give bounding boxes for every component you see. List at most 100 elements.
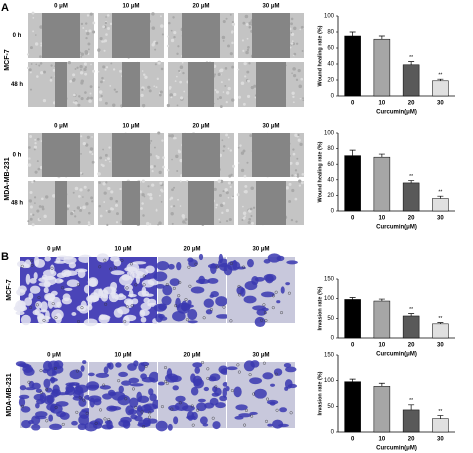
- cell-texture: [74, 215, 77, 218]
- cell-texture: [104, 153, 108, 157]
- cell-texture: [36, 209, 40, 213]
- cell-texture: [169, 198, 172, 201]
- cell-texture: [291, 40, 294, 43]
- cell-texture: [89, 85, 93, 89]
- stained-cell: [222, 382, 229, 387]
- cell-texture: [170, 96, 173, 99]
- stained-cell: [261, 291, 275, 298]
- stained-cell: [283, 362, 292, 368]
- stained-cell: [232, 259, 238, 270]
- stained-cell: [89, 397, 95, 408]
- scratch-gap: [55, 62, 67, 107]
- cell-texture: [221, 139, 224, 142]
- error-bar: [408, 313, 415, 316]
- scratch-gap: [112, 133, 150, 177]
- x-tick-label: 10: [379, 216, 386, 222]
- cell-texture: [115, 212, 119, 216]
- pore: [289, 411, 293, 415]
- scratch-gap: [188, 181, 214, 225]
- stained-cell: [29, 278, 37, 284]
- error-bar: [408, 61, 415, 65]
- cell-texture: [291, 188, 295, 193]
- cell-texture: [145, 221, 150, 226]
- pore: [211, 416, 215, 420]
- bar: [432, 323, 449, 339]
- stained-cell: [212, 421, 221, 430]
- pore: [134, 405, 138, 409]
- stained-cell: [21, 420, 31, 429]
- pore: [54, 316, 58, 320]
- cell-texture: [100, 94, 103, 98]
- scratch-gap: [188, 62, 214, 107]
- cell-texture: [302, 97, 304, 100]
- cell-texture: [172, 16, 175, 19]
- stained-cell: [89, 278, 97, 287]
- stained-cell: [153, 303, 167, 312]
- scratch-gap: [55, 181, 67, 225]
- cell-texture: [99, 156, 103, 160]
- cell-texture: [157, 131, 161, 135]
- stained-cell: [50, 290, 58, 296]
- cell-texture: [29, 190, 33, 194]
- cell-texture: [225, 208, 229, 213]
- cell-texture: [161, 189, 164, 193]
- stained-cell: [262, 372, 274, 380]
- cell-texture: [242, 216, 246, 220]
- cell-texture: [224, 67, 228, 70]
- cell-texture: [159, 181, 163, 185]
- cell-texture: [101, 164, 105, 168]
- stained-cell: [33, 272, 38, 280]
- cell-texture: [98, 181, 101, 184]
- cell-texture: [79, 188, 83, 192]
- stained-cell: [37, 315, 51, 321]
- error-bar: [408, 404, 415, 410]
- pore: [196, 408, 200, 412]
- cell-texture: [162, 156, 165, 159]
- pore: [266, 397, 270, 401]
- cell-texture: [224, 188, 228, 192]
- stained-cell: [194, 366, 201, 374]
- cell-texture: [240, 151, 245, 155]
- stained-cell: [203, 298, 214, 308]
- cell-texture: [219, 105, 223, 108]
- stained-cell: [215, 402, 226, 409]
- cell-texture: [173, 35, 176, 39]
- y-tick-label: 60: [327, 162, 334, 168]
- cell-texture: [105, 66, 109, 69]
- stained-cell: [75, 268, 88, 273]
- cell-texture: [248, 26, 252, 29]
- cell-texture: [32, 16, 35, 19]
- cell-texture: [215, 206, 218, 209]
- x-tick-label: 0: [351, 101, 355, 107]
- cell-texture: [227, 147, 230, 150]
- pore: [264, 419, 268, 423]
- cell-texture: [225, 17, 228, 20]
- scratch-gap: [122, 62, 140, 107]
- cell-texture: [74, 68, 77, 70]
- cell-texture: [296, 175, 300, 178]
- cell-texture: [29, 88, 33, 91]
- cell-texture: [244, 184, 248, 188]
- cell-texture: [297, 138, 301, 142]
- cell-texture: [38, 64, 41, 67]
- cell-texture: [105, 181, 108, 184]
- stained-cell: [192, 375, 203, 387]
- cell-texture: [83, 62, 87, 66]
- cell-texture: [109, 160, 111, 163]
- row-label: 0 h: [13, 153, 22, 159]
- stained-cell: [254, 276, 265, 282]
- cell-texture: [151, 183, 155, 187]
- pore: [188, 284, 192, 288]
- cell-texture: [248, 62, 251, 65]
- cell-texture: [296, 157, 299, 160]
- cell-texture: [43, 70, 46, 74]
- cell-texture: [31, 223, 35, 227]
- stained-cell: [156, 260, 170, 271]
- cell-texture: [119, 69, 122, 73]
- stained-cell: [119, 274, 133, 286]
- cell-texture: [171, 158, 173, 161]
- scratch-gap: [252, 133, 290, 177]
- stained-cell: [128, 289, 134, 298]
- cell-texture: [236, 193, 240, 197]
- cell-texture: [225, 133, 228, 137]
